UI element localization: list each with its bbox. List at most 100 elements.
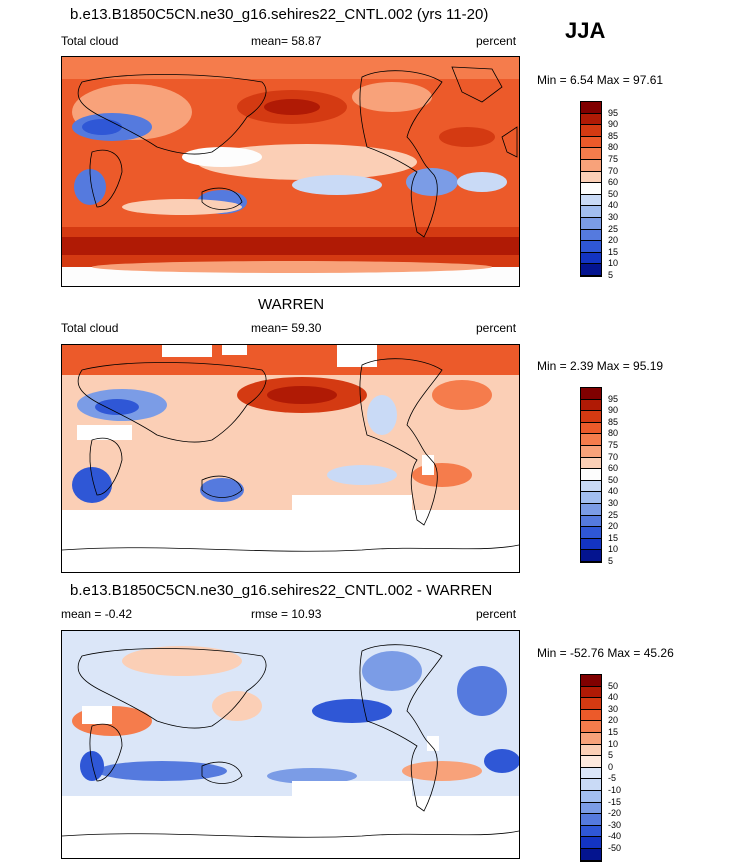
colorbar-tick-label: 15	[608, 727, 619, 737]
colorbar-tick-label: 15	[608, 246, 619, 257]
colorbar-tick-label: 60	[608, 177, 619, 188]
colorbar-tick-label: 40	[608, 692, 619, 703]
colorbar-swatch	[581, 252, 601, 265]
colorbar-tick-label: 75	[608, 154, 619, 164]
colorbar-swatch	[581, 399, 601, 412]
colorbar-swatch	[581, 732, 601, 745]
colorbar-tick-label: 15	[608, 532, 619, 543]
colorbar-swatch	[581, 422, 601, 435]
colorbar-tick-label: 60	[608, 463, 619, 474]
colorbar-tick-label: 40	[608, 486, 619, 497]
colorbar-tick-label: 85	[608, 416, 619, 427]
panel3-units-label: percent	[476, 607, 517, 621]
colorbar-swatch	[581, 229, 601, 242]
colorbar-tick-label: 5	[608, 270, 614, 280]
colorbar-swatch	[581, 388, 601, 400]
colorbar-swatch	[581, 183, 601, 195]
colorbar-tick-label: 40	[608, 200, 619, 211]
colorbar-swatch	[581, 756, 601, 768]
colorbar-swatch	[581, 515, 601, 528]
colorbar-swatch	[581, 148, 601, 160]
colorbar-tick-label: 20	[608, 521, 619, 532]
panel2-units-label: percent	[476, 321, 517, 335]
panel1-minmax: Min = 6.54 Max = 97.61	[537, 73, 664, 87]
colorbar-swatch	[581, 434, 601, 446]
colorbar-swatch	[581, 102, 601, 114]
colorbar-tick-label: -40	[608, 831, 622, 842]
colorbar-tick-label: 70	[608, 451, 619, 462]
colorbar-tick-label: 95	[608, 393, 619, 404]
colorbar-swatch	[581, 136, 601, 149]
panel1-title: b.e13.B1850C5CN.ne30_g16.sehires22_CNTL.…	[70, 6, 489, 23]
colorbar-tick-label: 30	[608, 498, 619, 508]
panel3-mean-label: mean = -0.42	[61, 607, 133, 621]
panel3-title: b.e13.B1850C5CN.ne30_g16.sehires22_CNTL.…	[70, 582, 493, 599]
colorbar-tick-label: -10	[608, 785, 622, 795]
colorbar-tick-label: 0	[608, 761, 614, 772]
colorbar-tick-label: 25	[608, 223, 619, 234]
colorbar-tick-label: 95	[608, 107, 619, 118]
colorbar-swatch	[581, 159, 601, 172]
panel1-variable-label: Total cloud	[61, 34, 119, 48]
colorbar-swatch	[581, 217, 601, 230]
colorbar-tick-label: 50	[608, 680, 619, 691]
colorbar-swatch	[581, 825, 601, 838]
panel3-colorbar	[580, 674, 602, 862]
colorbar-swatch	[581, 686, 601, 699]
colorbar-tick-label: 85	[608, 130, 619, 141]
colorbar-swatch	[581, 194, 601, 207]
colorbar-tick-label: -20	[608, 808, 622, 819]
colorbar-swatch	[581, 457, 601, 470]
colorbar-swatch	[581, 503, 601, 516]
colorbar-swatch	[581, 698, 601, 710]
colorbar-swatch	[581, 744, 601, 757]
colorbar-swatch	[581, 445, 601, 458]
panel2-title: WARREN	[258, 296, 325, 313]
panel2-minmax: Min = 2.39 Max = 95.19	[537, 359, 664, 373]
colorbar-tick-label: 20	[608, 235, 619, 246]
panel1-mean-label: mean= 58.87	[251, 34, 322, 48]
colorbar-swatch	[581, 550, 601, 562]
panel3-map	[61, 630, 520, 859]
colorbar-tick-label: 10	[608, 738, 619, 749]
colorbar-tick-label: 5	[608, 750, 614, 761]
colorbar-swatch	[581, 721, 601, 733]
colorbar-tick-label: 50	[608, 474, 619, 485]
colorbar-tick-label: 5	[608, 556, 614, 566]
colorbar-tick-label: 10	[608, 544, 619, 555]
colorbar-tick-label: -15	[608, 796, 622, 807]
colorbar-tick-label: 80	[608, 142, 619, 153]
season-label: JJA	[565, 18, 606, 43]
panel1-units-label: percent	[476, 34, 517, 48]
colorbar-swatch	[581, 814, 601, 826]
colorbar-swatch	[581, 206, 601, 218]
colorbar-tick-label: 90	[608, 119, 619, 130]
colorbar-swatch	[581, 411, 601, 423]
panel1-colorbar	[580, 101, 602, 277]
panel2-mean-label: mean= 59.30	[251, 321, 322, 335]
colorbar-swatch	[581, 241, 601, 253]
colorbar-swatch	[581, 802, 601, 815]
colorbar-swatch	[581, 113, 601, 126]
panel2-colorbar	[580, 387, 602, 563]
colorbar-swatch	[581, 469, 601, 481]
panel2-map	[61, 344, 520, 573]
colorbar-swatch	[581, 709, 601, 722]
colorbar-tick-label: 75	[608, 440, 619, 450]
colorbar-tick-label: 50	[608, 188, 619, 199]
colorbar-swatch	[581, 125, 601, 137]
colorbar-swatch	[581, 171, 601, 184]
colorbar-tick-label: 20	[608, 715, 619, 726]
colorbar-swatch	[581, 480, 601, 493]
panel3-minmax: Min = -52.76 Max = 45.26	[537, 646, 674, 660]
colorbar-swatch	[581, 848, 601, 861]
colorbar-swatch	[581, 538, 601, 551]
colorbar-tick-label: 10	[608, 258, 619, 269]
colorbar-tick-label: 70	[608, 165, 619, 176]
panel2-variable-label: Total cloud	[61, 321, 119, 335]
colorbar-tick-label: 80	[608, 428, 619, 439]
colorbar-tick-label: -5	[608, 773, 617, 784]
colorbar-swatch	[581, 790, 601, 803]
colorbar-swatch	[581, 675, 601, 687]
colorbar-swatch	[581, 264, 601, 276]
